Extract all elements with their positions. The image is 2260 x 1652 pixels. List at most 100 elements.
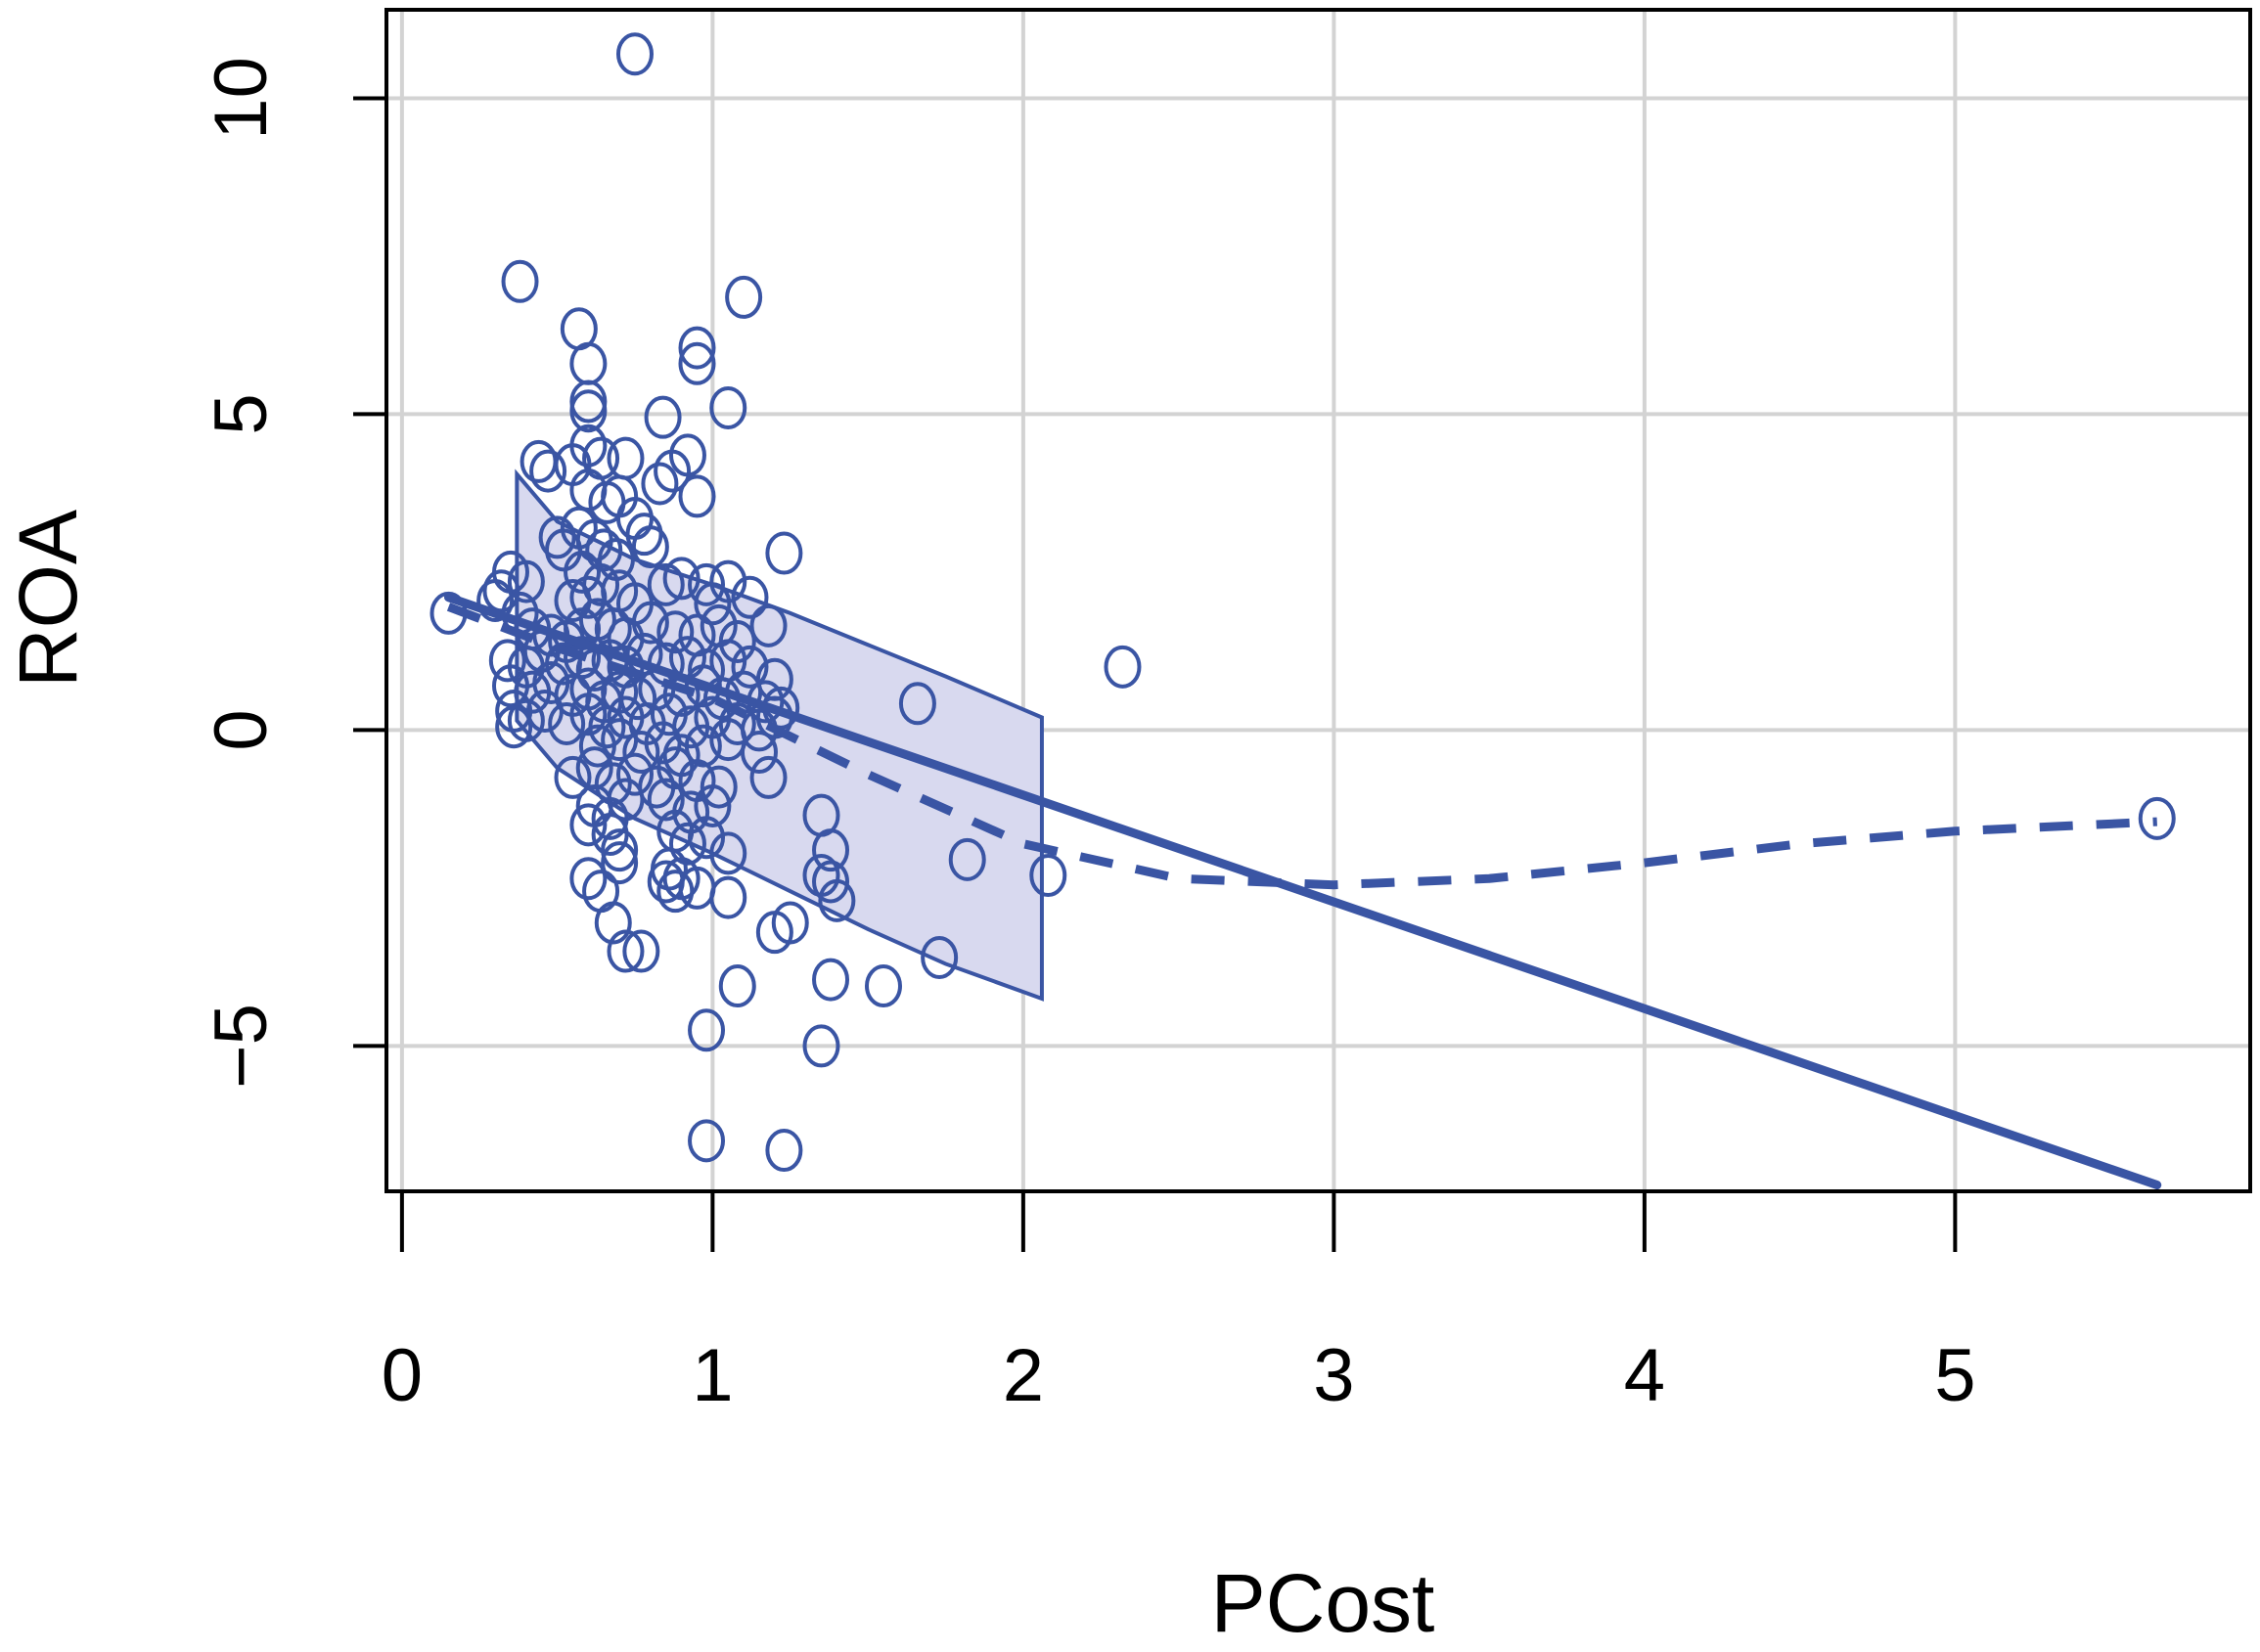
data-point <box>898 682 936 726</box>
data-point <box>525 690 564 734</box>
data-point <box>1104 645 1142 689</box>
data-point <box>731 645 769 689</box>
data-point <box>569 389 608 433</box>
data-point <box>647 562 685 606</box>
data-point <box>532 660 570 704</box>
data-point <box>688 1008 726 1052</box>
y-axis: −5 0 5 10 <box>200 57 386 1089</box>
data-point <box>741 731 778 775</box>
data-point <box>631 601 669 645</box>
data-point <box>694 582 732 626</box>
data-point <box>765 531 803 575</box>
data-point <box>765 1129 803 1173</box>
data-point <box>601 841 639 885</box>
data-point <box>647 860 685 904</box>
fit-lines <box>444 593 2162 1190</box>
data-point <box>607 436 645 480</box>
data-point <box>678 474 716 518</box>
x-tick-label: 0 <box>382 1334 423 1417</box>
data-point <box>622 731 660 775</box>
data-point <box>656 746 695 790</box>
data-point <box>495 705 533 749</box>
data-point <box>476 579 515 622</box>
data-point <box>607 778 645 822</box>
data-point <box>709 875 747 919</box>
x-tick-label: 4 <box>1624 1334 1665 1417</box>
data-point <box>709 831 747 875</box>
x-tick-label: 3 <box>1313 1334 1354 1417</box>
data-point <box>569 341 608 385</box>
data-point <box>802 1024 840 1068</box>
data-point <box>616 32 654 76</box>
y-tick-label: 0 <box>200 709 283 750</box>
data-point <box>616 752 654 796</box>
x-axis: 0 1 2 3 4 5 <box>382 1189 1976 1417</box>
linear-fit-line <box>444 593 2162 1190</box>
x-tick-label: 2 <box>1003 1334 1044 1417</box>
data-point <box>662 557 701 601</box>
data-point <box>529 449 567 493</box>
data-point <box>656 610 695 654</box>
data-point <box>718 964 756 1008</box>
data-point <box>709 385 747 429</box>
data-point <box>725 275 763 319</box>
data-point <box>749 755 788 799</box>
data-point <box>812 828 850 872</box>
y-tick-label: −5 <box>200 1004 283 1089</box>
data-point <box>601 828 639 872</box>
data-point <box>654 449 692 493</box>
data-point <box>578 724 616 768</box>
x-axis-label: PCost <box>1211 1557 1435 1649</box>
data-point <box>644 395 682 439</box>
x-tick-label: 1 <box>692 1334 733 1417</box>
data-point <box>482 569 520 613</box>
data-point <box>520 439 558 483</box>
y-tick-label: 10 <box>200 57 283 140</box>
data-point <box>948 837 986 881</box>
data-point <box>688 1119 726 1163</box>
data-point <box>554 755 592 799</box>
data-point <box>812 958 850 1002</box>
data-point <box>2138 796 2176 840</box>
data-point <box>647 778 685 822</box>
data-point <box>569 857 608 901</box>
data-point <box>607 695 645 739</box>
data-point <box>601 718 639 762</box>
data-point <box>548 701 586 745</box>
data-point <box>818 878 856 922</box>
data-point <box>749 603 788 647</box>
data-point <box>668 822 706 866</box>
y-tick-label: 5 <box>200 393 283 434</box>
data-point <box>812 860 850 904</box>
data-point <box>622 929 660 973</box>
data-point <box>865 964 902 1008</box>
data-point <box>1029 854 1067 898</box>
data-point <box>678 341 716 385</box>
data-point <box>678 326 716 370</box>
data-point <box>688 816 726 860</box>
data-point <box>564 550 602 594</box>
data-point <box>688 562 726 606</box>
data-point <box>644 721 682 765</box>
data-point <box>700 765 738 809</box>
data-point <box>694 783 732 827</box>
data-point <box>650 692 688 737</box>
data-point <box>771 901 809 945</box>
data-point <box>569 803 608 847</box>
y-axis-label: ROA <box>2 510 94 688</box>
data-point <box>488 639 526 683</box>
data-point <box>569 692 608 737</box>
data-point <box>641 462 679 506</box>
data-point <box>631 525 669 569</box>
data-point <box>594 762 632 806</box>
x-tick-label: 5 <box>1934 1334 1975 1417</box>
data-point <box>921 935 959 979</box>
data-point <box>492 664 529 708</box>
data-point <box>656 870 695 914</box>
data-point <box>507 559 545 603</box>
data-point <box>594 901 632 945</box>
smoothed-trend-line <box>446 603 2157 890</box>
data-point <box>731 575 769 619</box>
data-point <box>501 259 539 303</box>
